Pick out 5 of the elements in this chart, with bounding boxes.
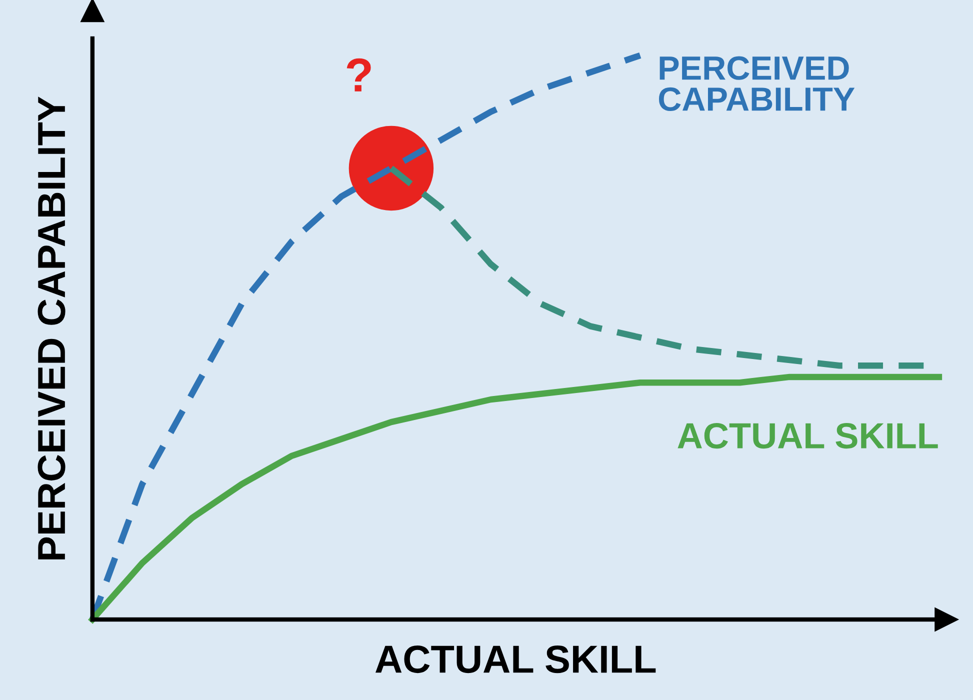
x-axis-title: ACTUAL SKILL <box>376 646 656 674</box>
series-label: PERCEIVED CAPABILITY <box>658 56 855 111</box>
annotation: ? <box>346 58 371 92</box>
series-label: ACTUAL SKILL <box>678 423 938 449</box>
y-axis-title: PERCEIVED CAPABILITY <box>38 96 66 560</box>
